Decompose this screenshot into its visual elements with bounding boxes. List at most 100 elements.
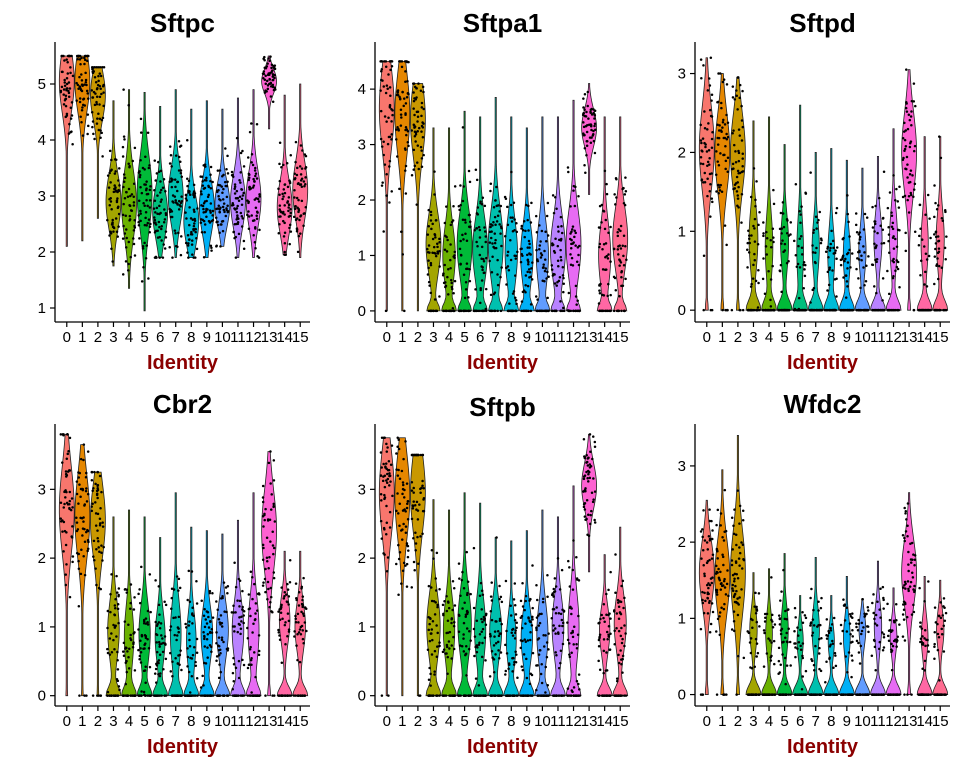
data-point [551, 309, 554, 313]
data-point [124, 647, 127, 650]
data-point [401, 528, 404, 531]
data-point [577, 263, 581, 267]
data-point [546, 684, 549, 687]
data-point [734, 150, 737, 153]
data-point [458, 208, 461, 212]
data-point [70, 101, 74, 104]
data-point [609, 260, 612, 263]
data-point [80, 108, 84, 112]
data-point [164, 643, 167, 646]
data-point [413, 569, 416, 572]
data-point [109, 181, 112, 184]
data-point [561, 608, 564, 611]
data-point [857, 233, 861, 236]
data-point [68, 87, 72, 90]
data-point [414, 98, 417, 101]
data-point [422, 107, 425, 111]
data-point [587, 473, 590, 476]
data-point [476, 244, 479, 248]
data-point [281, 617, 284, 620]
data-point [781, 239, 784, 242]
data-point [108, 203, 112, 207]
data-point [625, 258, 628, 261]
data-point [171, 256, 174, 259]
data-point [298, 660, 302, 664]
data-point [602, 294, 606, 297]
data-point [461, 233, 464, 237]
data-point [593, 440, 597, 444]
data-point [855, 267, 858, 271]
data-point [708, 631, 712, 634]
data-point [701, 528, 704, 531]
data-point [483, 636, 487, 640]
data-point [86, 547, 90, 551]
data-point [459, 262, 462, 266]
data-point [208, 209, 212, 212]
data-point [83, 56, 86, 60]
data-point [395, 562, 398, 566]
data-point [860, 308, 864, 312]
data-point [554, 196, 557, 199]
data-point [235, 136, 239, 140]
data-point [458, 614, 461, 617]
data-point [395, 509, 398, 513]
data-point [385, 481, 389, 485]
data-point [164, 657, 168, 661]
data-point [410, 481, 414, 484]
data-point [169, 154, 173, 157]
data-point [158, 694, 162, 697]
data-point [441, 603, 445, 607]
data-point [905, 155, 909, 159]
data-point [400, 116, 403, 119]
data-point [780, 232, 783, 235]
data-point [387, 694, 390, 697]
data-point [168, 162, 172, 165]
data-point [288, 179, 291, 182]
data-point [75, 521, 79, 524]
data-point [175, 638, 178, 642]
data-point [421, 85, 425, 89]
data-point [388, 526, 392, 529]
data-point [420, 106, 424, 109]
data-point [506, 223, 510, 227]
x-axis-label: Identity [147, 352, 219, 374]
data-point [815, 308, 818, 312]
data-point [732, 524, 735, 527]
data-point [582, 97, 585, 100]
data-point [898, 286, 901, 289]
data-point [240, 188, 243, 191]
data-point [111, 218, 114, 222]
data-point [782, 225, 786, 229]
data-point [379, 519, 383, 523]
data-point [389, 60, 393, 63]
data-point [301, 629, 304, 632]
violin-8 [823, 148, 840, 311]
data-point [591, 457, 594, 461]
violin-3 [745, 572, 762, 695]
data-point [731, 96, 735, 99]
data-point [617, 629, 621, 633]
data-point [529, 638, 532, 642]
data-point [520, 224, 524, 228]
data-point [220, 636, 224, 639]
data-point [929, 236, 932, 240]
data-point [101, 559, 104, 562]
data-point [521, 605, 525, 608]
data-point [714, 173, 718, 176]
data-point [613, 629, 616, 633]
data-point [139, 651, 143, 654]
data-point [559, 309, 562, 313]
data-point [521, 229, 525, 232]
data-point [919, 227, 922, 230]
data-point [207, 626, 211, 629]
data-point [733, 508, 736, 511]
data-point [258, 593, 261, 596]
data-point [246, 666, 250, 670]
data-point [708, 583, 712, 587]
data-point [251, 163, 255, 167]
data-point [278, 215, 281, 218]
data-point [432, 309, 435, 313]
data-point [537, 653, 541, 656]
